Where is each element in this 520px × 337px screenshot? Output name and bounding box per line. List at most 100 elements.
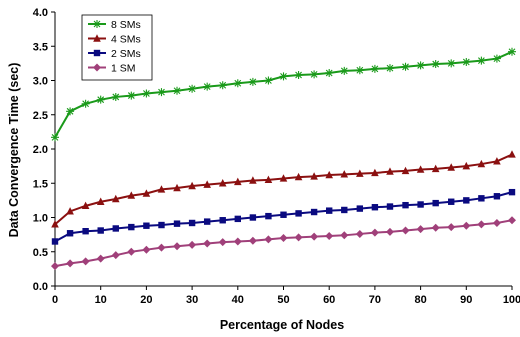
data-point	[493, 157, 501, 165]
data-point	[463, 197, 470, 204]
data-point	[431, 60, 440, 69]
data-point	[448, 198, 455, 205]
data-point	[233, 237, 242, 246]
data-point	[416, 61, 425, 70]
series-4-sms	[51, 150, 516, 228]
data-point	[310, 208, 318, 216]
data-point	[417, 201, 424, 208]
data-point	[142, 245, 151, 254]
data-point	[66, 259, 75, 268]
data-point	[432, 199, 439, 207]
x-tick-label: 40	[232, 294, 244, 306]
data-point	[341, 206, 348, 214]
data-point	[66, 207, 74, 215]
data-point	[340, 231, 349, 240]
data-point	[325, 231, 334, 240]
data-point	[249, 214, 257, 221]
data-point	[111, 194, 120, 203]
x-axis-title: Percentage of Nodes	[220, 318, 344, 332]
x-tick-label: 60	[323, 294, 335, 306]
y-tick-label: 0.5	[33, 247, 48, 259]
data-point	[279, 72, 288, 81]
data-point	[508, 216, 516, 225]
data-point	[234, 215, 241, 223]
data-point	[370, 228, 379, 237]
data-point	[203, 180, 211, 188]
data-point	[203, 218, 211, 225]
data-point	[401, 62, 410, 71]
data-point	[402, 201, 409, 209]
y-tick-label: 1.5	[33, 178, 48, 190]
data-point	[386, 167, 394, 175]
data-point	[188, 181, 196, 190]
data-point	[371, 204, 379, 211]
data-point	[111, 92, 120, 101]
legend-label: 8 SMs	[111, 19, 141, 31]
legend-marker	[93, 63, 101, 72]
data-point	[111, 251, 120, 260]
data-point	[508, 150, 516, 158]
data-point	[385, 64, 394, 73]
data-point	[51, 220, 59, 228]
data-point	[356, 169, 364, 177]
data-point	[325, 170, 333, 179]
data-point	[416, 165, 425, 173]
data-point	[264, 175, 273, 184]
data-point	[340, 170, 349, 178]
data-point	[431, 164, 440, 173]
data-point	[249, 176, 257, 184]
data-point	[143, 222, 150, 229]
y-tick-label: 2.0	[33, 144, 48, 156]
data-point	[492, 218, 501, 227]
data-point	[310, 70, 319, 79]
data-point	[416, 225, 425, 234]
data-point	[96, 197, 105, 205]
data-point	[219, 217, 226, 224]
x-tick-label: 90	[460, 294, 472, 306]
data-point	[188, 240, 197, 249]
data-point	[294, 233, 303, 242]
data-point	[248, 236, 257, 245]
legend-marker	[93, 49, 101, 57]
data-point	[127, 191, 136, 199]
legend-marker	[93, 34, 101, 42]
data-point	[462, 161, 471, 170]
data-point	[340, 66, 349, 75]
y-tick-label: 1.0	[33, 213, 48, 225]
data-point	[127, 91, 136, 100]
y-tick-label: 4.0	[33, 7, 48, 19]
legend-box	[81, 14, 153, 81]
data-point	[492, 54, 501, 63]
data-point	[477, 159, 486, 168]
data-point	[264, 76, 273, 85]
data-point	[325, 68, 334, 77]
data-point	[203, 82, 212, 91]
data-point	[51, 133, 59, 142]
data-point	[447, 223, 456, 232]
x-tick-label: 0	[52, 294, 58, 306]
x-tick-label: 50	[277, 294, 289, 306]
legend-marker	[93, 20, 101, 28]
data-point	[370, 64, 379, 73]
data-point	[142, 89, 151, 98]
legend-label: 4 SMs	[111, 34, 141, 46]
data-point	[477, 56, 486, 65]
x-tick-label: 100	[503, 294, 520, 306]
data-point	[447, 163, 456, 171]
data-point	[355, 66, 364, 75]
data-point	[218, 81, 227, 90]
data-point	[508, 47, 516, 56]
data-point	[51, 262, 59, 271]
data-point	[233, 79, 242, 88]
data-point	[188, 84, 197, 93]
x-tick-label: 30	[186, 294, 198, 306]
data-point	[431, 223, 440, 232]
y-axis-ticks: 0.0 0.5 1.0 1.5 2.0 2.5 3.0 3.5 4.0	[33, 7, 55, 293]
x-tick-label: 20	[140, 294, 152, 306]
data-point	[385, 227, 394, 236]
data-point	[173, 86, 182, 95]
data-point	[447, 59, 456, 68]
legend-label: 2 SMs	[111, 48, 141, 60]
series-layer	[51, 47, 516, 271]
